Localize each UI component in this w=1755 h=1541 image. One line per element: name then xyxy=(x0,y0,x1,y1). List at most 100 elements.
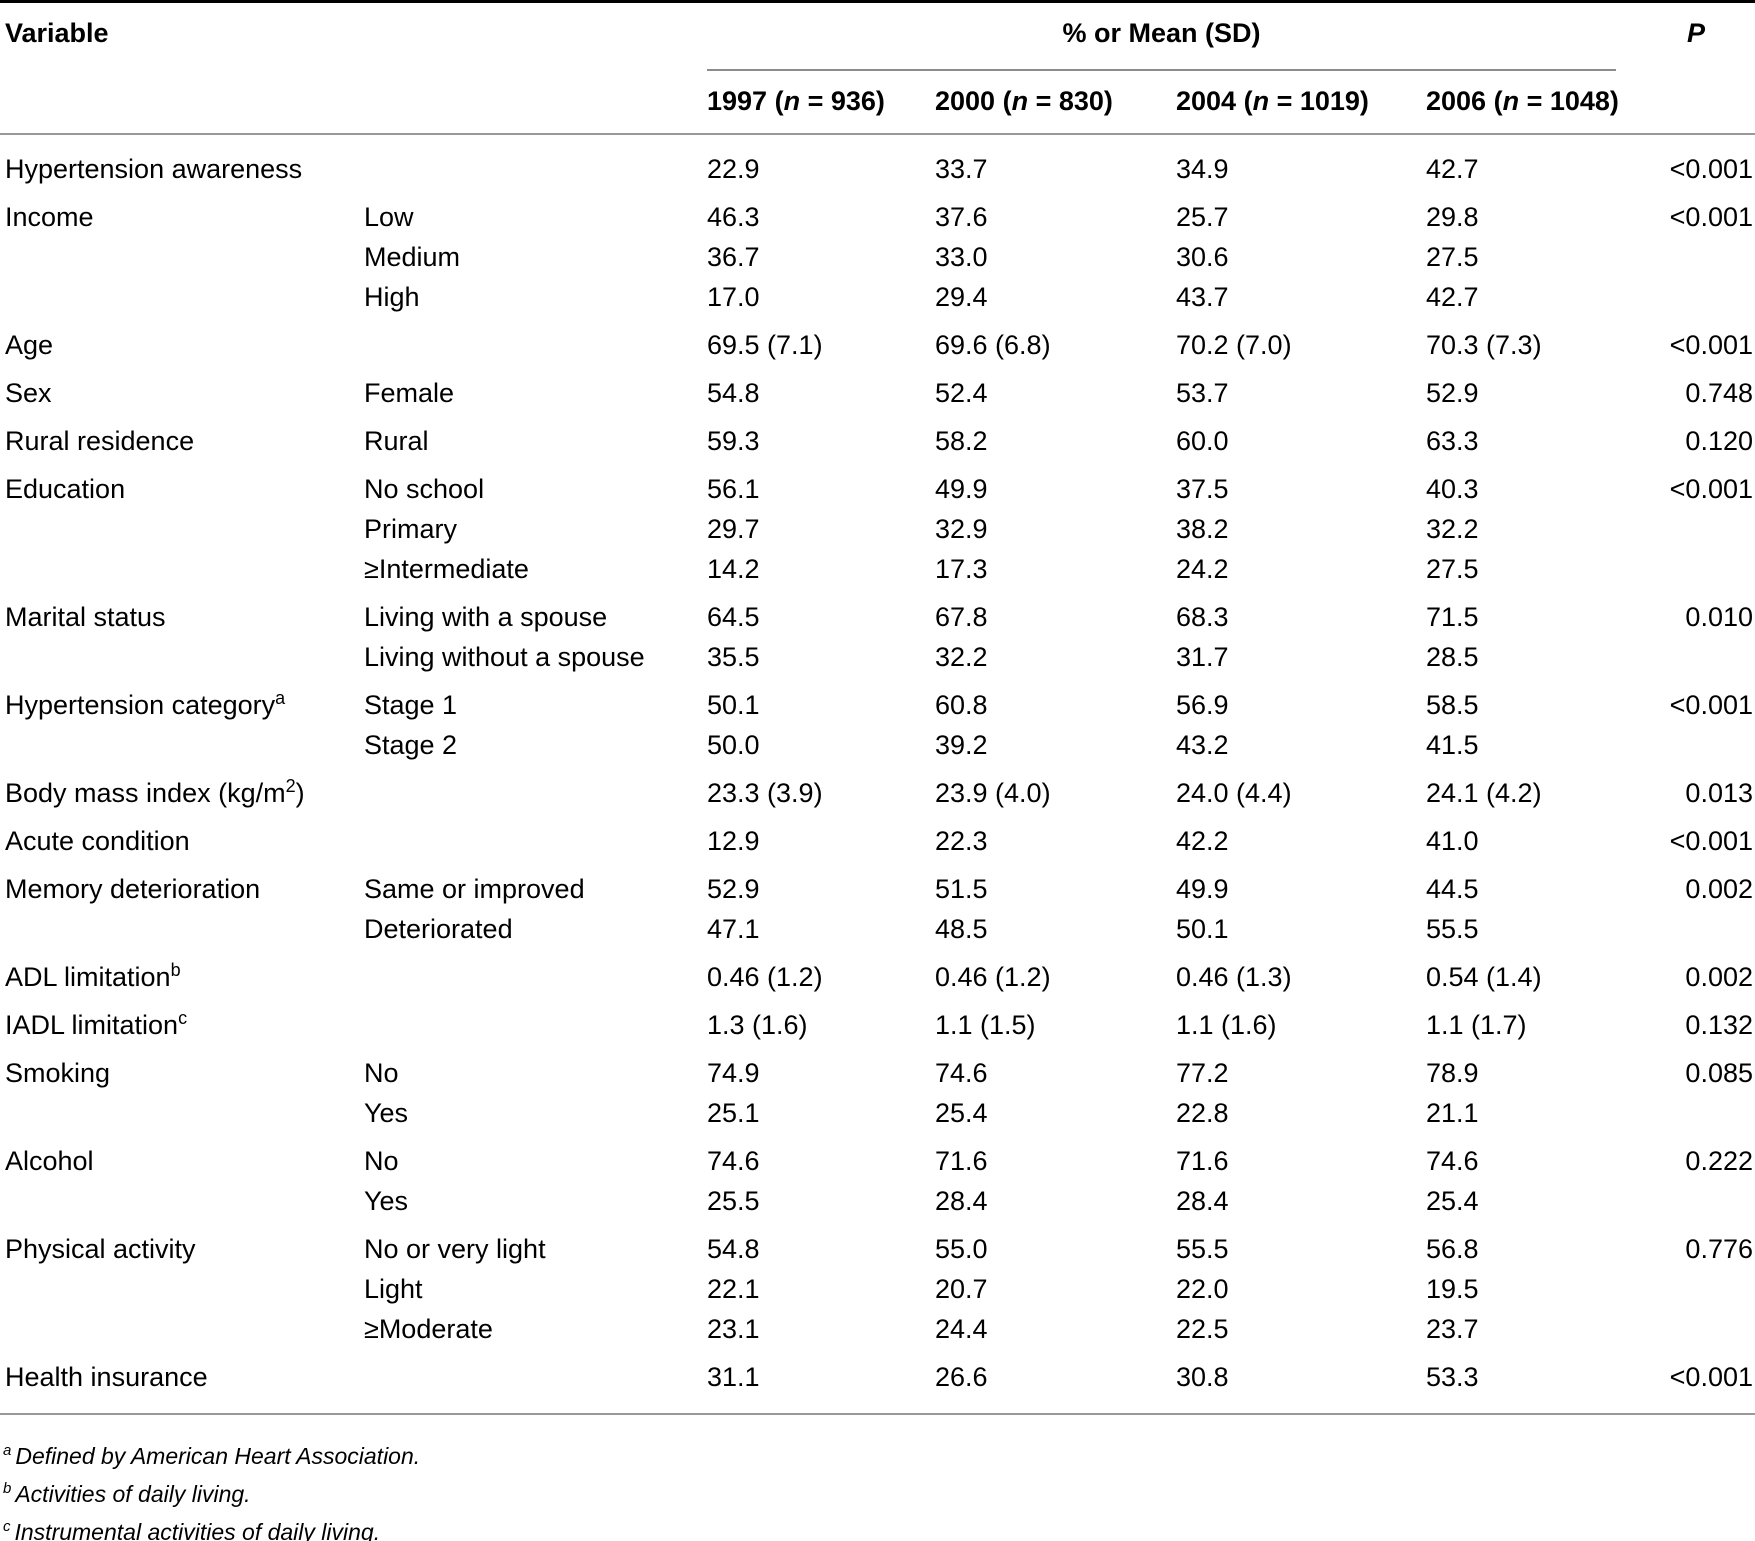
value-cell: 42.2 xyxy=(1176,826,1229,856)
value-cell: 74.9 xyxy=(707,1058,760,1088)
variable-cell xyxy=(0,277,364,317)
value-cell: 0.46 (1.2) xyxy=(935,962,1051,992)
value-cell: 0.46 (1.2) xyxy=(707,962,823,992)
value-cell: 49.9 xyxy=(1176,874,1229,904)
category-cell: Stage 2 xyxy=(364,730,458,760)
value-cell: 23.3 (3.9) xyxy=(707,778,823,808)
value-cell: 28.4 xyxy=(1176,1186,1229,1216)
value-cell: 50.0 xyxy=(707,730,760,760)
p-value-cell: 0.222 xyxy=(1685,1146,1753,1176)
variable-cell: Physical activity xyxy=(5,1234,196,1264)
value-cell: 60.8 xyxy=(935,690,988,720)
value-cell: 67.8 xyxy=(935,602,988,632)
value-cell: 25.7 xyxy=(1176,202,1229,232)
value-cell: 1.1 (1.7) xyxy=(1426,1010,1527,1040)
variable-cell xyxy=(0,549,364,589)
variable-column-header: Variable xyxy=(5,18,109,48)
table-row: High 17.0 29.4 43.7 42.7 xyxy=(0,277,1755,317)
value-cell: 24.4 xyxy=(935,1314,988,1344)
category-cell: Yes xyxy=(364,1098,409,1128)
year-column-header: 2006 (n = 1048) xyxy=(1426,86,1619,116)
value-cell: 24.0 (4.4) xyxy=(1176,778,1292,808)
value-cell: 30.6 xyxy=(1176,242,1229,272)
value-cell: 60.0 xyxy=(1176,426,1229,456)
value-cell: 70.3 (7.3) xyxy=(1426,330,1542,360)
p-value-cell: 0.748 xyxy=(1685,378,1753,408)
p-value-cell xyxy=(1636,277,1755,317)
value-cell: 35.5 xyxy=(707,642,760,672)
variable-cell: Hypertension awareness xyxy=(5,154,303,184)
p-value-cell: <0.001 xyxy=(1669,474,1753,504)
value-cell: 33.0 xyxy=(935,242,988,272)
value-cell: 28.5 xyxy=(1426,642,1479,672)
p-value-cell: 0.132 xyxy=(1685,1010,1753,1040)
value-cell: 22.0 xyxy=(1176,1274,1229,1304)
table-row: ≥Intermediate 14.2 17.3 24.2 27.5 xyxy=(0,549,1755,589)
value-cell: 20.7 xyxy=(935,1274,988,1304)
p-value-cell: 0.013 xyxy=(1685,778,1753,808)
category-cell xyxy=(364,773,707,813)
value-cell: 32.9 xyxy=(935,514,988,544)
year-column-header: 2004 (n = 1019) xyxy=(1176,86,1369,116)
value-cell: 54.8 xyxy=(707,378,760,408)
p-value-cell xyxy=(1636,549,1755,589)
table-row: Yes 25.1 25.4 22.8 21.1 xyxy=(0,1093,1755,1133)
footnote-marker: c xyxy=(3,1518,11,1536)
value-cell: 71.6 xyxy=(1176,1146,1229,1176)
table-row: Deteriorated 47.1 48.5 50.1 55.5 xyxy=(0,909,1755,949)
variable-cell: Body mass index (kg/m2) xyxy=(5,776,305,808)
value-cell: 52.4 xyxy=(935,378,988,408)
p-value-cell: <0.001 xyxy=(1669,1362,1753,1392)
value-cell: 54.8 xyxy=(707,1234,760,1264)
value-cell: 22.1 xyxy=(707,1274,760,1304)
category-cell: No school xyxy=(364,474,485,504)
value-cell: 50.1 xyxy=(1176,914,1229,944)
variable-cell: Hypertension categorya xyxy=(5,688,286,720)
variable-cell xyxy=(0,725,364,765)
value-cell: 25.4 xyxy=(1426,1186,1479,1216)
p-value-cell: <0.001 xyxy=(1669,154,1753,184)
year-column-header: 1997 (n = 936) xyxy=(707,86,885,116)
value-cell: 22.8 xyxy=(1176,1098,1229,1128)
table-row: Living without a spouse 35.5 32.2 31.7 28.5 xyxy=(0,637,1755,677)
value-cell: 22.9 xyxy=(707,154,760,184)
variable-cell xyxy=(0,237,364,277)
value-cell: 25.1 xyxy=(707,1098,760,1128)
table-row: Acute condition 12.9 22.3 42.2 41.0 <0.001 xyxy=(0,813,1755,861)
category-cell: No xyxy=(364,1058,399,1088)
table-row: Physical activity No or very light 54.8 55.… xyxy=(0,1221,1755,1269)
value-cell: 33.7 xyxy=(935,154,988,184)
table-row: Alcohol No 74.6 71.6 71.6 74.6 0.222 xyxy=(0,1133,1755,1181)
p-value-cell xyxy=(1636,637,1755,677)
table-row: Smoking No 74.9 74.6 77.2 78.9 0.085 xyxy=(0,1045,1755,1093)
p-value-cell: <0.001 xyxy=(1669,826,1753,856)
category-cell: High xyxy=(364,282,420,312)
value-cell: 74.6 xyxy=(707,1146,760,1176)
table-row: Education No school 56.1 49.9 37.5 40.3 <0.001 xyxy=(0,461,1755,509)
table-row: Light 22.1 20.7 22.0 19.5 xyxy=(0,1269,1755,1309)
value-cell: 22.5 xyxy=(1176,1314,1229,1344)
value-cell: 37.6 xyxy=(935,202,988,232)
table-row: Medium 36.7 33.0 30.6 27.5 xyxy=(0,237,1755,277)
value-cell: 19.5 xyxy=(1426,1274,1479,1304)
value-cell: 40.3 xyxy=(1426,474,1479,504)
p-value-cell xyxy=(1636,725,1755,765)
category-cell: No or very light xyxy=(364,1234,546,1264)
value-cell: 68.3 xyxy=(1176,602,1229,632)
variable-cell xyxy=(0,1181,364,1221)
p-value-cell xyxy=(1636,509,1755,549)
value-cell: 56.1 xyxy=(707,474,760,504)
p-value-column-header: P xyxy=(1686,18,1705,48)
variable-cell: Education xyxy=(5,474,126,504)
table-row: Primary 29.7 32.9 38.2 32.2 xyxy=(0,509,1755,549)
variable-cell xyxy=(0,1309,364,1349)
value-cell: 23.1 xyxy=(707,1314,760,1344)
variable-cell: Sex xyxy=(5,378,52,408)
table-row: Health insurance 31.1 26.6 30.8 53.3 <0.001 xyxy=(0,1349,1755,1397)
value-cell: 1.1 (1.6) xyxy=(1176,1010,1277,1040)
variable-cell: Income xyxy=(5,202,94,232)
category-cell: ≥Moderate xyxy=(364,1314,493,1344)
variable-cell: Acute condition xyxy=(5,826,190,856)
